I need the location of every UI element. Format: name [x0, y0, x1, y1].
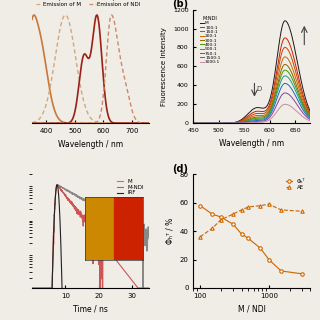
M: [55, 183, 59, 187]
M-NDI: [82, 216, 85, 220]
Legend: Φₑᵀ, AE: Φₑᵀ, AE: [284, 177, 308, 192]
X-axis label: Time / ns: Time / ns: [73, 304, 108, 313]
Y-axis label: Φₕᵀ / %: Φₕᵀ / %: [165, 218, 174, 244]
X-axis label: M / NDI: M / NDI: [238, 304, 266, 313]
M: [77, 196, 81, 199]
Line: IRF: IRF: [32, 185, 149, 320]
M-NDI: [77, 210, 81, 214]
M-NDI: [30, 286, 34, 290]
M: [147, 229, 151, 233]
M-NDI: [147, 286, 151, 290]
M: [42, 286, 46, 290]
X-axis label: Wavelength / nm: Wavelength / nm: [58, 140, 123, 149]
M-NDI: [55, 183, 59, 187]
IRF: [55, 183, 59, 187]
M: [110, 211, 114, 215]
Text: D: D: [257, 86, 262, 92]
M: [30, 286, 34, 290]
X-axis label: Wavelength / nm: Wavelength / nm: [219, 139, 284, 148]
M-NDI: [124, 270, 127, 274]
Y-axis label: Fluorescence Intensity: Fluorescence Intensity: [161, 27, 167, 106]
Text: (b): (b): [172, 0, 188, 9]
M-NDI: [42, 286, 46, 290]
M: [124, 218, 127, 222]
Line: M: M: [32, 185, 149, 288]
M-NDI: [110, 253, 114, 257]
Legend: Absorption of M, Emission of M, Absorption of NDI, Emission of NDI: Absorption of M, Emission of M, Absorpti…: [33, 0, 148, 9]
Text: (d): (d): [172, 164, 188, 174]
Legend: M, M-NDI, IRF: M, M-NDI, IRF: [115, 177, 146, 198]
M-NDI: [121, 268, 125, 271]
M: [82, 197, 85, 201]
Line: M-NDI: M-NDI: [32, 185, 149, 288]
Legend: M, 100:1, 150:1, 200:1, 300:1, 400:1, 500:1, 750:1, 1500:1, 3000:1: M, 100:1, 150:1, 200:1, 300:1, 400:1, 50…: [198, 14, 222, 66]
M: [121, 220, 125, 224]
